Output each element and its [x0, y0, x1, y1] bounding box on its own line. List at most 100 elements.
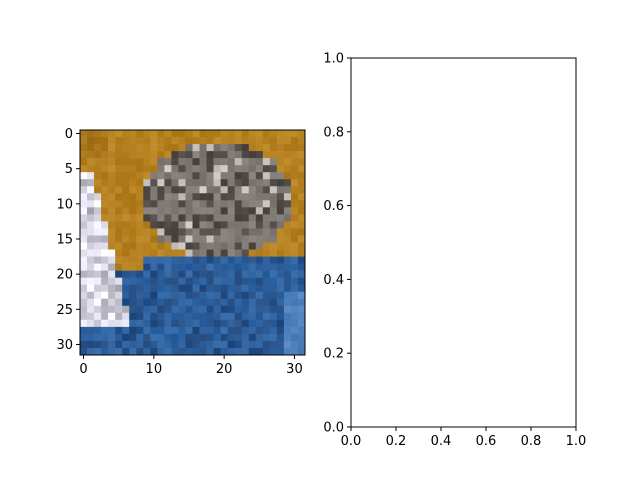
image-pixel: [276, 263, 285, 271]
image-pixel: [129, 333, 137, 342]
image-pixel: [276, 186, 285, 194]
image-pixel: [227, 326, 235, 335]
image-pixel: [290, 263, 299, 271]
image-pixel: [220, 242, 228, 250]
image-pixel: [234, 158, 243, 166]
image-pixel: [115, 291, 123, 300]
image-pixel: [276, 284, 285, 293]
image-pixel: [227, 242, 235, 250]
image-pixel: [290, 340, 299, 349]
image-pixel: [262, 256, 271, 264]
image-pixel: [192, 151, 200, 159]
image-pixel: [80, 214, 88, 222]
image-pixel: [115, 305, 123, 314]
image-pixel: [283, 305, 292, 314]
image-pixel: [213, 207, 221, 215]
image-pixel: [178, 263, 186, 271]
image-pixel: [80, 200, 88, 208]
image-pixel: [108, 214, 116, 222]
image-pixel: [248, 298, 257, 307]
image-pixel: [150, 284, 158, 293]
image-pixel: [199, 207, 207, 215]
image-pixel: [241, 249, 250, 257]
image-pixel: [255, 179, 264, 187]
image-pixel: [178, 333, 186, 342]
image-pixel: [206, 186, 214, 194]
image-pixel: [241, 326, 250, 335]
image-pixel: [290, 242, 299, 250]
image-pixel: [171, 256, 179, 264]
image-pixel: [199, 347, 207, 356]
image-pixel: [248, 249, 257, 257]
image-pixel: [185, 151, 193, 159]
image-pixel: [199, 179, 207, 187]
image-pixel: [122, 144, 130, 152]
image-pixel: [283, 333, 292, 342]
image-pixel: [150, 179, 158, 187]
image-pixel: [220, 158, 228, 166]
image-pixel: [122, 158, 130, 166]
image-pixel: [94, 319, 102, 328]
image-pixel: [248, 228, 257, 236]
image-pixel: [178, 158, 186, 166]
image-pixel: [164, 263, 172, 271]
y-tick-label: 5: [65, 162, 73, 177]
image-pixel: [143, 298, 151, 307]
image-pixel: [213, 137, 221, 145]
image-pixel: [213, 242, 221, 250]
image-pixel: [108, 137, 116, 145]
image-pixel: [262, 242, 271, 250]
image-pixel: [192, 214, 200, 222]
image-pixel: [297, 340, 306, 349]
image-pixel: [150, 319, 158, 328]
image-pixel: [297, 319, 306, 328]
image-pixel: [185, 165, 193, 173]
image-pixel: [150, 333, 158, 342]
image-pixel: [241, 347, 250, 356]
image-pixel: [87, 333, 95, 342]
image-pixel: [129, 347, 137, 356]
image-pixel: [297, 186, 306, 194]
image-pixel: [248, 193, 257, 201]
image-pixel: [283, 228, 292, 236]
image-pixel: [297, 214, 306, 222]
image-pixel: [269, 137, 278, 145]
image-pixel: [157, 144, 165, 152]
image-pixel: [227, 298, 235, 307]
image-pixel: [178, 242, 186, 250]
image-pixel: [220, 186, 228, 194]
image-pixel: [297, 298, 306, 307]
image-pixel: [136, 298, 144, 307]
image-pixel: [171, 151, 179, 159]
image-pixel: [206, 270, 214, 278]
image-pixel: [101, 256, 109, 264]
image-pixel: [206, 130, 214, 138]
image-pixel: [227, 263, 235, 271]
image-pixel: [220, 326, 228, 335]
image-pixel: [241, 284, 250, 293]
image-pixel: [290, 172, 299, 180]
image-pixel: [136, 137, 144, 145]
image-pixel: [213, 326, 221, 335]
image-pixel: [164, 179, 172, 187]
image-pixel: [248, 200, 257, 208]
image-pixel: [185, 284, 193, 293]
image-pixel: [227, 249, 235, 257]
image-pixel: [192, 200, 200, 208]
image-pixel: [234, 144, 243, 152]
image-pixel: [234, 326, 243, 335]
image-pixel: [171, 340, 179, 349]
image-pixel: [87, 270, 95, 278]
image-pixel: [94, 312, 102, 321]
image-pixel: [206, 179, 214, 187]
image-pixel: [283, 207, 292, 215]
image-pixel: [108, 305, 116, 314]
image-pixel: [206, 256, 214, 264]
image-pixel: [192, 284, 200, 293]
image-pixel: [248, 291, 257, 300]
image-pixel: [220, 221, 228, 229]
image-pixel: [129, 228, 137, 236]
image-pixel: [150, 270, 158, 278]
image-pixel: [164, 277, 172, 285]
image-pixel: [269, 319, 278, 328]
